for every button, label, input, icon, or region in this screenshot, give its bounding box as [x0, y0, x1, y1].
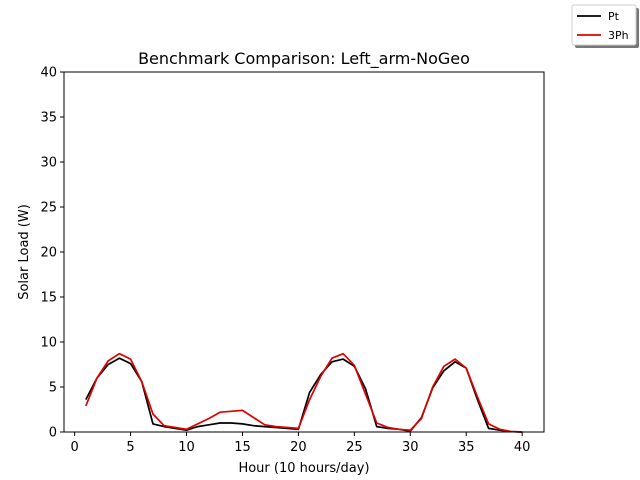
y-axis-title: Solar Load (W) — [17, 204, 32, 300]
x-tick-label: 15 — [234, 440, 251, 455]
plot-area — [64, 72, 544, 432]
legend-label-pt: Pt — [608, 10, 620, 23]
y-tick-label: 10 — [40, 336, 57, 351]
x-tick-label: 5 — [126, 440, 134, 455]
series-line-3ph — [85, 352, 523, 433]
x-tick-label: 10 — [178, 440, 195, 455]
x-tick-label: 0 — [70, 440, 78, 455]
legend: Pt 3Ph — [571, 4, 639, 48]
y-axis: 0 5 10 15 20 25 30 35 40 — [40, 66, 64, 441]
legend-label-3ph: 3Ph — [608, 29, 629, 42]
x-axis: 0 5 10 15 20 25 30 35 40 — [70, 432, 530, 455]
chart-title: Benchmark Comparison: Left_arm-NoGeo — [138, 49, 470, 69]
x-tick-label: 35 — [458, 440, 475, 455]
y-tick-label: 5 — [49, 381, 57, 396]
y-tick-label: 0 — [49, 426, 57, 441]
y-tick-label: 35 — [40, 111, 57, 126]
y-tick-label: 20 — [40, 246, 57, 261]
x-tick-label: 40 — [514, 440, 531, 455]
x-axis-title: Hour (10 hours/day) — [238, 461, 369, 476]
series-lines — [85, 352, 523, 433]
x-tick-label: 20 — [290, 440, 307, 455]
y-tick-label: 30 — [40, 156, 57, 171]
series-line-pt — [85, 357, 523, 433]
x-tick-label: 30 — [402, 440, 419, 455]
x-tick-label: 25 — [346, 440, 363, 455]
y-tick-label: 40 — [40, 66, 57, 81]
y-tick-label: 25 — [40, 201, 57, 216]
y-tick-label: 15 — [40, 291, 57, 306]
